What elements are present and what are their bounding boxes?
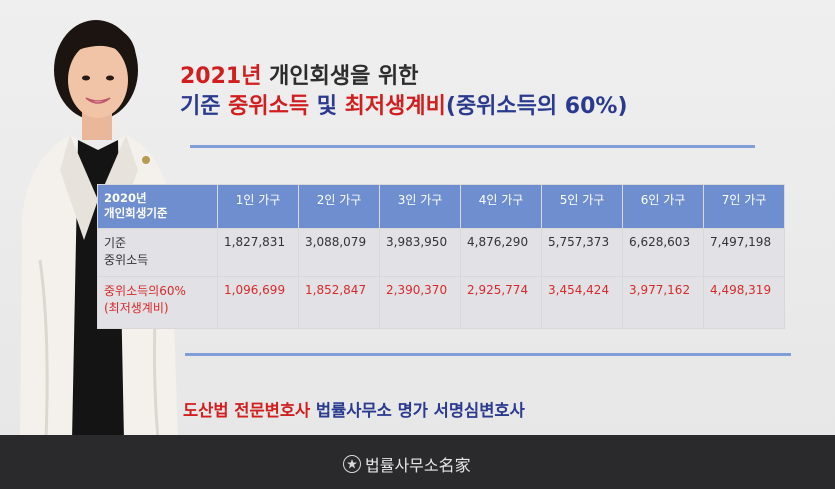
headline: 2021년 개인회생을 위한 기준 중위소득 및 최저생계비(중위소득의 60%… — [180, 62, 740, 122]
table-header-row: 2020년 개인회생기준 1인 가구 2인 가구 3인 가구 4인 가구 5인 … — [97, 184, 785, 229]
table-cell: 3,454,424 — [541, 276, 623, 329]
row-label-minimum-living-cost: 중위소득의60% (최저생계비) — [97, 276, 218, 329]
table-header-basis: 2020년 개인회생기준 — [97, 184, 218, 229]
table-header-cell: 2인 가구 — [298, 184, 380, 229]
lawyer-specialty: 도산법 전문변호사 — [183, 401, 311, 420]
table-cell: 3,983,950 — [379, 228, 461, 277]
table-header-cell: 3인 가구 — [379, 184, 461, 229]
table-cell: 1,827,831 — [217, 228, 299, 277]
table-header-cell: 6인 가구 — [622, 184, 704, 229]
lawyer-credit: 도산법 전문변호사 법률사무소 명가 서명심변호사 — [183, 397, 525, 421]
table-cell: 2,390,370 — [379, 276, 461, 329]
headline-subtitle: 개인회생을 위한 — [261, 64, 419, 89]
headline-year: 2021년 — [180, 64, 262, 89]
table-header-cell: 1인 가구 — [217, 184, 299, 229]
table-header-basis-line2: 개인회생기준 — [104, 206, 168, 220]
row-label-median-income: 기준 중위소득 — [97, 228, 218, 277]
table-cell: 2,925,774 — [460, 276, 542, 329]
row-label-line2: (최저생계비) — [104, 301, 169, 315]
headline-word-median-income: 중위소득 — [220, 94, 310, 119]
firm-logo-icon — [343, 455, 361, 473]
table-cell: 4,498,319 — [703, 276, 785, 329]
row-label-line1: 중위소득의60% — [104, 284, 186, 298]
divider-bottom — [185, 353, 791, 356]
footer-brand-text: 법률사무소名家 — [365, 456, 471, 475]
row-label-line1: 기준 — [104, 236, 127, 250]
headline-word-percent: (중위소득의 60%) — [445, 94, 628, 119]
table-header-cell: 7인 가구 — [703, 184, 785, 229]
lawyer-firm-name: 법률사무소 명가 서명심변호사 — [310, 401, 525, 420]
table-cell: 6,628,603 — [622, 228, 704, 277]
table-row-minimum-living-cost: 중위소득의60% (최저생계비) 1,096,699 1,852,847 2,3… — [97, 276, 785, 329]
table-cell: 3,977,162 — [622, 276, 704, 329]
headline-word-and: 및 — [309, 94, 338, 119]
income-table: 2020년 개인회생기준 1인 가구 2인 가구 3인 가구 4인 가구 5인 … — [97, 184, 785, 329]
divider-top — [190, 145, 755, 148]
headline-line-2: 기준 중위소득 및 최저생계비(중위소득의 60%) — [180, 92, 740, 122]
table-header-basis-line1: 2020년 — [104, 191, 147, 205]
table-cell: 3,088,079 — [298, 228, 380, 277]
table-cell: 5,757,373 — [541, 228, 623, 277]
table-row-median-income: 기준 중위소득 1,827,831 3,088,079 3,983,950 4,… — [97, 228, 785, 277]
headline-word-standard: 기준 — [180, 94, 221, 119]
footer-bar: 법률사무소名家 — [0, 435, 835, 489]
footer-brand: 법률사무소名家 — [343, 452, 471, 476]
row-label-line2: 중위소득 — [104, 253, 149, 267]
table-header-cell: 5인 가구 — [541, 184, 623, 229]
table-cell: 1,096,699 — [217, 276, 299, 329]
table-cell: 4,876,290 — [460, 228, 542, 277]
headline-word-minimum-living-cost: 최저생계비 — [337, 94, 446, 119]
table-header-cell: 4인 가구 — [460, 184, 542, 229]
table-cell: 7,497,198 — [703, 228, 785, 277]
headline-line-1: 2021년 개인회생을 위한 — [180, 62, 740, 92]
table-cell: 1,852,847 — [298, 276, 380, 329]
